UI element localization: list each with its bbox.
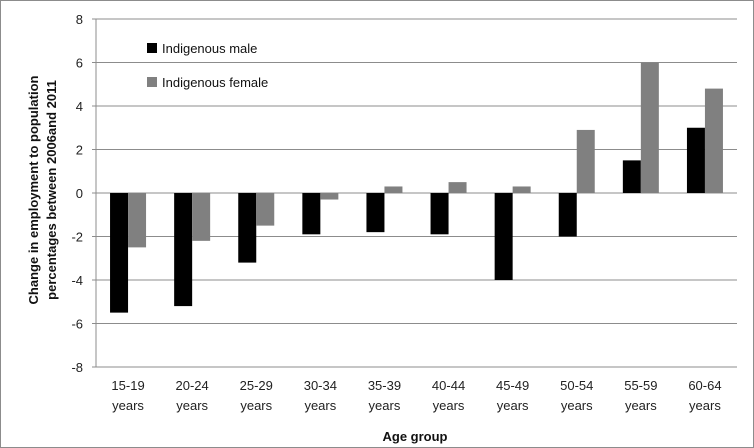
bars	[110, 62, 723, 313]
bar-female	[256, 193, 275, 226]
x-tick-label: 40-44	[432, 378, 465, 393]
x-tick-label: 30-34	[304, 378, 337, 393]
bar-male	[558, 193, 577, 237]
bar-female	[576, 129, 595, 193]
x-tick-label: years	[240, 398, 272, 413]
x-tick-label: years	[497, 398, 529, 413]
y-tick-label: 8	[76, 12, 83, 27]
bar-female	[448, 182, 467, 193]
y-tick-label: -4	[71, 273, 83, 288]
x-tick-label: years	[561, 398, 593, 413]
bar-female	[640, 62, 659, 193]
x-tick-label: 25-29	[240, 378, 273, 393]
y-axis-label-line1: Change in employment to population	[26, 75, 41, 304]
x-tick-label: years	[112, 398, 144, 413]
bar-male	[430, 193, 449, 235]
bar-male	[366, 193, 385, 233]
y-tick-label: -2	[71, 230, 83, 245]
x-tick-label: years	[689, 398, 721, 413]
bar-male	[494, 193, 513, 280]
x-tick-label: years	[625, 398, 657, 413]
x-tick-label: 45-49	[496, 378, 529, 393]
bar-female	[384, 186, 403, 193]
bar-female	[704, 88, 723, 193]
y-tick-labels: 8 6 4 2 0 -2 -4 -6 -8	[71, 12, 83, 375]
y-axis-label-line2: percentages between 2006and 2011	[44, 80, 59, 300]
bar-male	[686, 127, 705, 193]
bar-female	[192, 193, 211, 241]
legend-label-female: Indigenous female	[162, 75, 268, 90]
legend: Indigenous male Indigenous female	[147, 41, 268, 90]
x-axis-label: Age group	[383, 429, 448, 444]
x-tick-label: 60-64	[688, 378, 721, 393]
x-tick-label: 50-54	[560, 378, 593, 393]
x-tick-label: years	[433, 398, 465, 413]
bar-male	[110, 193, 129, 313]
bar-female	[128, 193, 147, 248]
bar-male	[302, 193, 321, 235]
legend-swatch-female	[147, 77, 157, 87]
x-tick-labels: 15-19 years 20-24 years 25-29 years 30-34 years…	[111, 378, 721, 413]
x-tick-label: years	[369, 398, 401, 413]
y-tick-label: 0	[76, 186, 83, 201]
legend-label-male: Indigenous male	[162, 41, 257, 56]
legend-swatch-male	[147, 43, 157, 53]
x-tick-label: years	[176, 398, 208, 413]
bar-male	[622, 160, 641, 193]
y-tick-label: 4	[76, 99, 83, 114]
y-tick-label: -8	[71, 360, 83, 375]
y-tick-label: 2	[76, 143, 83, 158]
bar-female	[512, 186, 531, 193]
x-tick-label: years	[304, 398, 336, 413]
y-tick-label: -6	[71, 317, 83, 332]
x-tick-label: 20-24	[176, 378, 209, 393]
x-tick-label: 55-59	[624, 378, 657, 393]
x-tick-label: 35-39	[368, 378, 401, 393]
y-tick-label: 6	[76, 56, 83, 71]
x-tick-label: 15-19	[111, 378, 144, 393]
bar-male	[174, 193, 193, 307]
bar-male	[238, 193, 257, 263]
bar-female	[320, 193, 339, 200]
